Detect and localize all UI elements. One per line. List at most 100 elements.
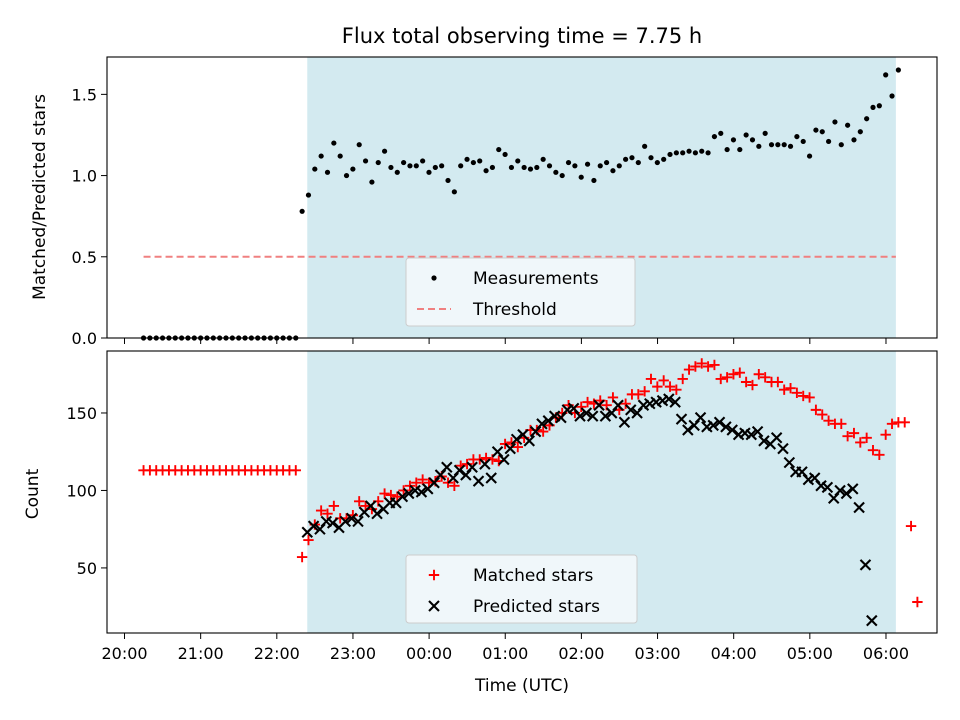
predicted-star-marker (345, 512, 358, 525)
bottom-y-tick-label: 50 (77, 559, 97, 578)
predicted-star-marker (853, 501, 865, 514)
matched-star-marker (671, 384, 682, 395)
measurement-point (781, 142, 787, 148)
matched-star-marker (912, 596, 923, 608)
legend-measurements-marker (431, 275, 437, 281)
matched-star-marker (360, 500, 371, 512)
matched-star-marker (791, 387, 803, 399)
measurement-point (362, 158, 369, 164)
predicted-star-marker (542, 414, 555, 427)
measurement-point (737, 146, 743, 153)
predicted-star-marker (669, 396, 681, 408)
measurement-point (388, 164, 394, 171)
matched-star-marker (639, 386, 650, 397)
measurement-point (477, 158, 483, 164)
measurement-point (299, 208, 305, 214)
matched-star-marker (848, 427, 860, 439)
measurement-point (394, 169, 400, 175)
predicted-star-marker (859, 559, 872, 571)
predicted-star-marker (840, 487, 853, 500)
matched-star-marker (379, 488, 390, 499)
measurement-point (356, 142, 362, 148)
matched-star-marker (696, 358, 707, 369)
bottom-y-tick-label: 100 (66, 481, 97, 500)
measurement-point (730, 137, 737, 143)
predicted-star-marker (415, 486, 428, 498)
matched-star-marker (747, 379, 758, 391)
matched-star-marker (537, 426, 549, 437)
measurement-point (749, 137, 756, 143)
predicted-star-marker (580, 407, 593, 419)
measurement-point (458, 163, 464, 169)
bottom-y-tick-label: 150 (66, 404, 97, 423)
matched-star-marker (880, 429, 891, 440)
predicted-star-marker (339, 515, 352, 528)
matched-star-marker (449, 480, 460, 492)
matched-star-marker (785, 382, 796, 394)
predicted-star-marker (396, 490, 409, 503)
predicted-star-marker (536, 418, 548, 430)
measurement-point (369, 179, 375, 185)
measurement-point (343, 172, 350, 179)
predicted-star-marker (866, 614, 878, 627)
predicted-star-marker (847, 483, 859, 495)
measurement-point (762, 130, 768, 136)
measurement-point (813, 127, 819, 133)
measurement-point (895, 67, 901, 73)
measurement-point (496, 146, 502, 153)
x-tick-label: 06:00 (863, 644, 909, 663)
measurement-point (470, 159, 476, 166)
matched-star-marker (315, 505, 327, 516)
predicted-star-marker (783, 456, 796, 469)
predicted-star-marker (682, 424, 694, 436)
matched-star-marker (303, 534, 314, 546)
measurement-point (375, 159, 381, 166)
top-y-tick-label: 0.0 (72, 329, 97, 348)
matched-star-marker (677, 373, 688, 385)
matched-star-marker (480, 452, 492, 464)
measurement-point (401, 159, 407, 166)
matched-star-marker (772, 376, 784, 388)
measurement-point (864, 116, 870, 122)
predicted-star-marker (485, 472, 497, 484)
predicted-star-marker (834, 484, 846, 497)
top-y-axis-label: Matched/Predicted stars (30, 94, 50, 300)
measurement-point (883, 72, 889, 78)
predicted-star-marker (352, 515, 364, 528)
matched-star-marker (740, 376, 752, 388)
predicted-star-marker (777, 442, 789, 455)
measurement-point (724, 146, 730, 153)
predicted-star-marker (751, 425, 764, 438)
measurement-point (889, 93, 895, 99)
predicted-star-marker (758, 435, 770, 447)
measurement-point (876, 103, 882, 109)
matched-star-marker (804, 392, 815, 403)
x-tick-label: 02:00 (558, 644, 604, 663)
predicted-star-marker (707, 419, 719, 432)
legend-label: Threshold (472, 300, 557, 320)
matched-star-marker (417, 474, 428, 485)
matched-star-marker (582, 396, 593, 408)
measurement-point (305, 192, 312, 198)
measurement-point (692, 150, 698, 156)
bottom-axes-frame (106, 350, 938, 634)
matched-star-marker (842, 431, 853, 442)
measurement-point (413, 163, 419, 169)
measurement-point (381, 148, 388, 154)
bottom-legend (405, 554, 638, 624)
measurement-point (603, 159, 610, 166)
measurement-point (312, 166, 318, 172)
predicted-star-marker (504, 442, 516, 455)
measurement-point (610, 168, 616, 174)
top-legend (405, 257, 636, 327)
predicted-star-marker (726, 424, 738, 436)
measurement-point (584, 161, 591, 167)
predicted-star-marker (510, 433, 523, 446)
predicted-star-marker (466, 461, 478, 473)
matched-star-marker (734, 367, 745, 378)
matched-star-marker (328, 500, 340, 512)
matched-star-marker (512, 441, 523, 453)
measurement-point (851, 137, 857, 143)
measurement-point (642, 143, 648, 149)
